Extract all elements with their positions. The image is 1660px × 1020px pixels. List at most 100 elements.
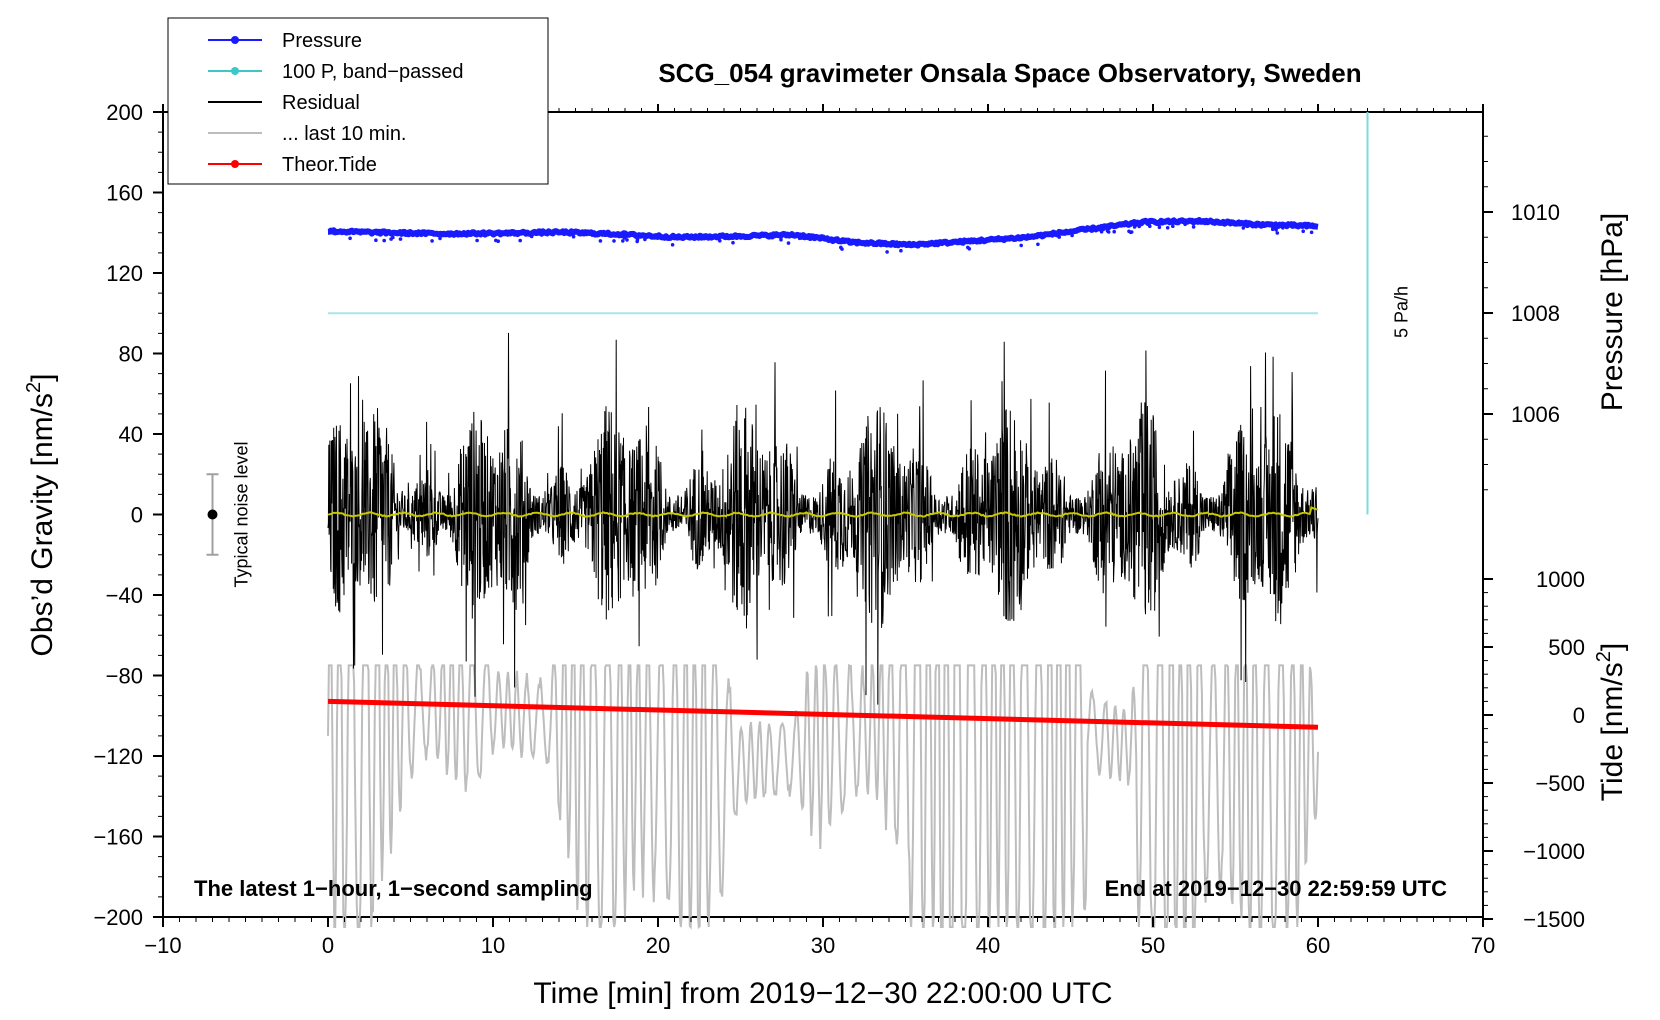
legend-marker (231, 67, 239, 75)
pressure-tick-label: 1008 (1511, 301, 1560, 326)
residual-smoothed-series (327, 505, 1319, 518)
gravity-tick-label: −160 (93, 825, 143, 850)
gravity-tick-label: 160 (106, 181, 143, 206)
pressure-tick-label: 1006 (1511, 402, 1560, 427)
pressure-axis-label: Pressure [hPa] (1596, 213, 1629, 411)
x-tick-label: 30 (811, 933, 835, 958)
theor-tide-series (327, 698, 1319, 730)
tide-tick-label: −1000 (1523, 839, 1585, 864)
residual-series (327, 332, 1319, 705)
legend-marker (231, 160, 239, 168)
tide-tick-label: 0 (1573, 703, 1585, 728)
pressure-outlier-point (1270, 227, 1275, 231)
tide-tick-label: −500 (1535, 771, 1585, 796)
legend-label: Theor.Tide (282, 154, 377, 176)
end-time-note: End at 2019−12−30 22:59:59 UTC (1105, 876, 1448, 901)
gravity-tick-label: 0 (131, 503, 143, 528)
noise-label: Typical noise level (232, 441, 252, 587)
pressure-outlier-point (622, 236, 627, 240)
x-tick-label: −10 (144, 933, 181, 958)
legend-label: Pressure (282, 30, 362, 52)
x-tick-label: 10 (481, 933, 505, 958)
pressure-outlier-point (885, 250, 889, 254)
pressure-outlier-point (1275, 231, 1280, 235)
tide-tick-label: 1000 (1536, 567, 1585, 592)
pressure-outlier-point (374, 238, 378, 242)
pressure-outlier-point (398, 237, 403, 241)
pressure-outlier-point (1191, 225, 1196, 229)
tide-axis-label: Tide [nm/s2] (1593, 643, 1629, 801)
chart-title: SCG_054 gravimeter Onsala Space Observat… (658, 58, 1361, 88)
pressure-outlier-point (731, 240, 735, 245)
pressure-outlier-point (1129, 230, 1134, 234)
x-tick-label: 40 (976, 933, 1000, 958)
pressure-outlier-point (1171, 224, 1175, 228)
pressure-line (326, 217, 1320, 249)
pressure-outlier-point (840, 247, 844, 251)
legend-label: 100 P, band−passed (282, 61, 463, 83)
pressure-outlier-point (529, 234, 534, 239)
pressure-outlier-point (598, 239, 603, 243)
x-tick-label: 60 (1306, 933, 1330, 958)
sampling-note: The latest 1−hour, 1−second sampling (194, 876, 593, 901)
pressure-outlier-point (899, 248, 903, 253)
pressure-outlier-point (1106, 230, 1111, 234)
pressure-outlier-point (1157, 225, 1162, 230)
x-tick-label: 70 (1471, 933, 1495, 958)
annotations: Typical noise level 5 Pa/h (206, 112, 1412, 588)
x-tick-label: 50 (1141, 933, 1165, 958)
pressure-outlier-point (797, 236, 802, 241)
pressure-outlier-point (430, 239, 434, 243)
pressure-outlier-point (496, 239, 501, 243)
pressure-outlier-point (635, 237, 640, 242)
gravity-axis: 200 160 120 80 40 0 −40 −80 −120 −160 −200 (93, 100, 163, 930)
legend-label: Residual (282, 92, 360, 114)
pressure-outlier-point (389, 237, 393, 241)
pressure-outlier-point (438, 236, 442, 241)
residual-line (327, 332, 1319, 705)
x-tick-label: 20 (646, 933, 670, 958)
tide-axis: 1000 500 0 −500 −1000 −1500 (1483, 567, 1585, 932)
pressure-outlier-point (621, 239, 625, 243)
gravity-tick-label: −120 (93, 744, 143, 769)
pressure-outlier-point (475, 238, 479, 243)
pressure-outlier-point (1301, 229, 1305, 233)
pressure-outlier-point (718, 239, 722, 243)
pressure-outlier-point (1112, 229, 1116, 234)
pressure-outlier-point (1099, 229, 1104, 234)
pressure-outlier-point (625, 238, 629, 242)
pressure-series (326, 217, 1320, 254)
pressure-outlier-point (571, 234, 576, 239)
x-axis: −10 0 10 20 30 40 50 60 70 (144, 104, 1495, 958)
pressure-outlier-point (1137, 224, 1141, 229)
pressure-outlier-point (1127, 229, 1131, 234)
x-tick-label: 0 (322, 933, 334, 958)
gravity-tick-label: −80 (106, 664, 143, 689)
pressure-outlier-point (643, 237, 647, 242)
pressure-outlier-point (1183, 222, 1187, 227)
pressure-outlier-point (1057, 235, 1061, 239)
pressure-outlier-point (786, 241, 791, 245)
noise-dot (207, 509, 218, 520)
x-axis-label: Time [min] from 2019−12−30 22:00:00 UTC (533, 977, 1112, 1010)
pressure-outlier-point (1281, 226, 1285, 230)
pressure-outlier-point (967, 247, 972, 251)
pressure-outlier-point (779, 237, 783, 242)
gravity-tick-label: 120 (106, 261, 143, 286)
pressure-tick-label: 1010 (1511, 200, 1560, 225)
pressure-outlier-point (1165, 226, 1170, 230)
pressure-outlier-point (612, 239, 616, 243)
pressure-outlier-point (1241, 226, 1246, 230)
legend-marker (231, 36, 239, 44)
gravity-axis-label: Obs’d Gravity [nm/s2] (23, 374, 59, 657)
gravity-tick-label: 40 (119, 422, 143, 447)
tide-tick-label: 500 (1548, 635, 1585, 660)
residual-smoothed-line (327, 505, 1319, 518)
legend-label: ... last 10 min. (282, 123, 407, 145)
gravity-tick-label: 200 (106, 100, 143, 125)
pressure-outlier-point (1019, 243, 1023, 248)
theor-tide-line (327, 698, 1319, 730)
pressure-outlier-point (1132, 225, 1137, 229)
rate-label: 5 Pa/h (1392, 286, 1412, 338)
